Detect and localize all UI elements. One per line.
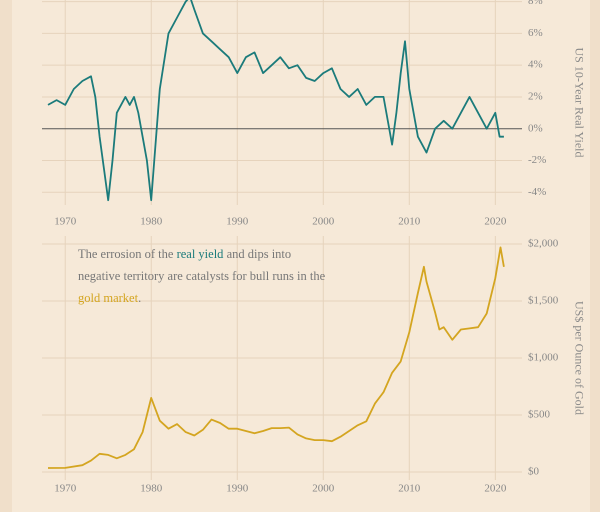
panel: [12, 0, 590, 512]
y-tick-label: 0%: [528, 122, 543, 134]
x-tick-label: 1970: [54, 483, 77, 495]
x-tick-label: 1980: [140, 483, 163, 495]
x-tick-label: 1990: [226, 216, 249, 228]
x-tick-label: 1990: [226, 483, 249, 495]
annotation-text: gold market: [78, 291, 139, 305]
annotation-text: real yield: [176, 247, 224, 261]
x-tick-label: 2010: [398, 483, 421, 495]
data-line: [47, 246, 505, 469]
y-tick-label: $1,000: [528, 352, 559, 364]
y-tick-label: -4%: [528, 186, 546, 198]
y-tick-label: 6%: [528, 27, 543, 39]
x-tick-label: 2000: [312, 483, 335, 495]
y-tick-label: $1,500: [528, 295, 559, 307]
annotation-text: The errosion of the: [78, 247, 177, 261]
x-tick-label: 1980: [140, 216, 163, 228]
y-tick-label: 4%: [528, 59, 543, 71]
x-tick-label: 2010: [398, 216, 421, 228]
y-axis-label: US 10-Year Real Yield: [572, 48, 586, 158]
y-axis-label: US$ per Ounce of Gold: [572, 301, 586, 415]
x-tick-label: 2000: [312, 216, 335, 228]
annotation: The errosion of the real yield and dips …: [78, 243, 328, 309]
y-tick-label: -2%: [528, 154, 546, 166]
y-tick-label: 8%: [528, 0, 543, 7]
annotation-text: .: [138, 291, 142, 305]
y-tick-label: 2%: [528, 90, 543, 102]
y-tick-label: $500: [528, 409, 551, 421]
x-tick-label: 1970: [54, 216, 77, 228]
annotation-text: and dips into negative territory are cat…: [78, 247, 326, 283]
y-tick-label: $0: [528, 466, 540, 478]
x-tick-label: 2020: [484, 216, 507, 228]
data-line: [47, 0, 504, 202]
x-tick-label: 2020: [484, 483, 507, 495]
y-tick-label: $2,000: [528, 238, 559, 250]
